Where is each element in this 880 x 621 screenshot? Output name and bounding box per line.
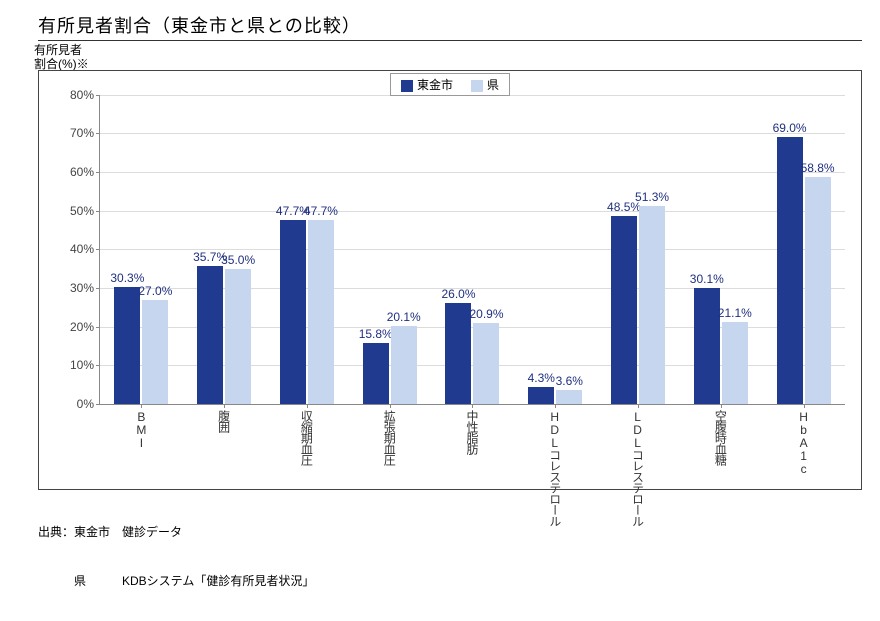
category-label: 収縮期血圧: [298, 404, 315, 465]
bar-group: 69.0%58.8%HbA1c: [762, 95, 845, 404]
plot-inner: 0%10%20%30%40%50%60%70%80%30.3%27.0%BMI3…: [99, 95, 845, 405]
bar-series2: 58.8%: [805, 177, 831, 404]
y-tick-label: 20%: [70, 320, 94, 334]
bar-group: 35.7%35.0%腹囲: [183, 95, 266, 404]
bar-value-label: 3.6%: [556, 374, 583, 388]
plot-area: 0%10%20%30%40%50%60%70%80%30.3%27.0%BMI3…: [99, 95, 845, 405]
category-label: 腹囲: [216, 404, 233, 432]
bar-value-label: 47.7%: [304, 204, 338, 218]
category-label: 中性脂肪: [464, 404, 481, 454]
source-line-2: 県 KDBシステム「健診有所見者状況」: [38, 573, 862, 589]
y-tick-mark: [96, 404, 100, 405]
bar-group: 30.1%21.1%空腹時血糖: [679, 95, 762, 404]
bar-value-label: 26.0%: [441, 287, 475, 301]
y-tick-label: 70%: [70, 126, 94, 140]
bar-series2: 20.1%: [391, 326, 417, 404]
bar-value-label: 21.1%: [718, 306, 752, 320]
bar-series2: 35.0%: [225, 269, 251, 404]
bar-series1: 26.0%: [445, 303, 471, 403]
page-title: 有所見者割合（東金市と県との比較）: [38, 16, 361, 36]
bar-series1: 47.7%: [280, 220, 306, 404]
bar-group: 4.3%3.6%HDLコレステロール: [514, 95, 597, 404]
category-label: BMI: [134, 404, 148, 449]
y-tick-label: 80%: [70, 88, 94, 102]
bar-series2: 21.1%: [722, 322, 748, 403]
bar-group: 26.0%20.9%中性脂肪: [431, 95, 514, 404]
legend-item-2: 県: [471, 76, 499, 93]
bar-value-label: 20.1%: [387, 310, 421, 324]
bar-series2: 47.7%: [308, 220, 334, 404]
y-tick-label: 10%: [70, 358, 94, 372]
bar-group: 48.5%51.3%LDLコレステロール: [597, 95, 680, 404]
bar-series2: 3.6%: [556, 390, 582, 404]
y-tick-label: 50%: [70, 204, 94, 218]
bar-value-label: 27.0%: [138, 284, 172, 298]
category-label: 拡張期血圧: [381, 404, 398, 465]
bar-series1: 30.3%: [114, 287, 140, 404]
bar-series1: 69.0%: [777, 137, 803, 404]
y-tick-label: 0%: [77, 397, 94, 411]
bar-series2: 20.9%: [473, 323, 499, 404]
chart-frame: 東金市 県 0%10%20%30%40%50%60%70%80%30.3%27.…: [38, 70, 862, 490]
category-label: HDLコレステロール: [547, 404, 564, 526]
bar-value-label: 35.0%: [221, 253, 255, 267]
bar-group: 47.7%47.7%収縮期血圧: [266, 95, 349, 404]
legend-swatch-2: [471, 80, 483, 92]
y-tick-label: 30%: [70, 281, 94, 295]
title-underline: 有所見者割合（東金市と県との比較）: [38, 12, 862, 41]
bar-value-label: 20.9%: [469, 307, 503, 321]
bar-value-label: 4.3%: [528, 371, 555, 385]
bar-series1: 4.3%: [528, 387, 554, 404]
legend-item-1: 東金市: [401, 76, 453, 93]
bar-value-label: 51.3%: [635, 190, 669, 204]
bar-value-label: 69.0%: [773, 121, 807, 135]
y-axis-title: 有所見者 割合(%)※: [34, 43, 862, 72]
bar-series1: 30.1%: [694, 288, 720, 404]
bar-group: 30.3%27.0%BMI: [100, 95, 183, 404]
bar-value-label: 30.1%: [690, 272, 724, 286]
bar-series1: 48.5%: [611, 216, 637, 403]
bar-series1: 35.7%: [197, 266, 223, 404]
bar-series2: 27.0%: [142, 300, 168, 404]
category-label: 空腹時血糖: [712, 404, 729, 465]
bar-series1: 15.8%: [363, 343, 389, 404]
legend-label-1: 東金市: [417, 78, 453, 92]
source-text: 出典：東金市 健診データ 県 KDBシステム「健診有所見者状況」: [38, 492, 862, 621]
category-label: HbA1c: [797, 404, 811, 475]
bar-series2: 51.3%: [639, 206, 665, 404]
category-label: LDLコレステロール: [630, 404, 647, 526]
y-tick-label: 60%: [70, 165, 94, 179]
page: 有所見者割合（東金市と県との比較） 有所見者 割合(%)※ 東金市 県 0%10…: [0, 0, 880, 539]
source-line-1: 出典：東金市 健診データ: [38, 524, 862, 540]
bar-group: 15.8%20.1%拡張期血圧: [348, 95, 431, 404]
legend-swatch-1: [401, 80, 413, 92]
legend-label-2: 県: [487, 78, 499, 92]
bar-value-label: 58.8%: [801, 161, 835, 175]
legend: 東金市 県: [390, 73, 510, 96]
y-tick-label: 40%: [70, 242, 94, 256]
bar-value-label: 15.8%: [359, 327, 393, 341]
